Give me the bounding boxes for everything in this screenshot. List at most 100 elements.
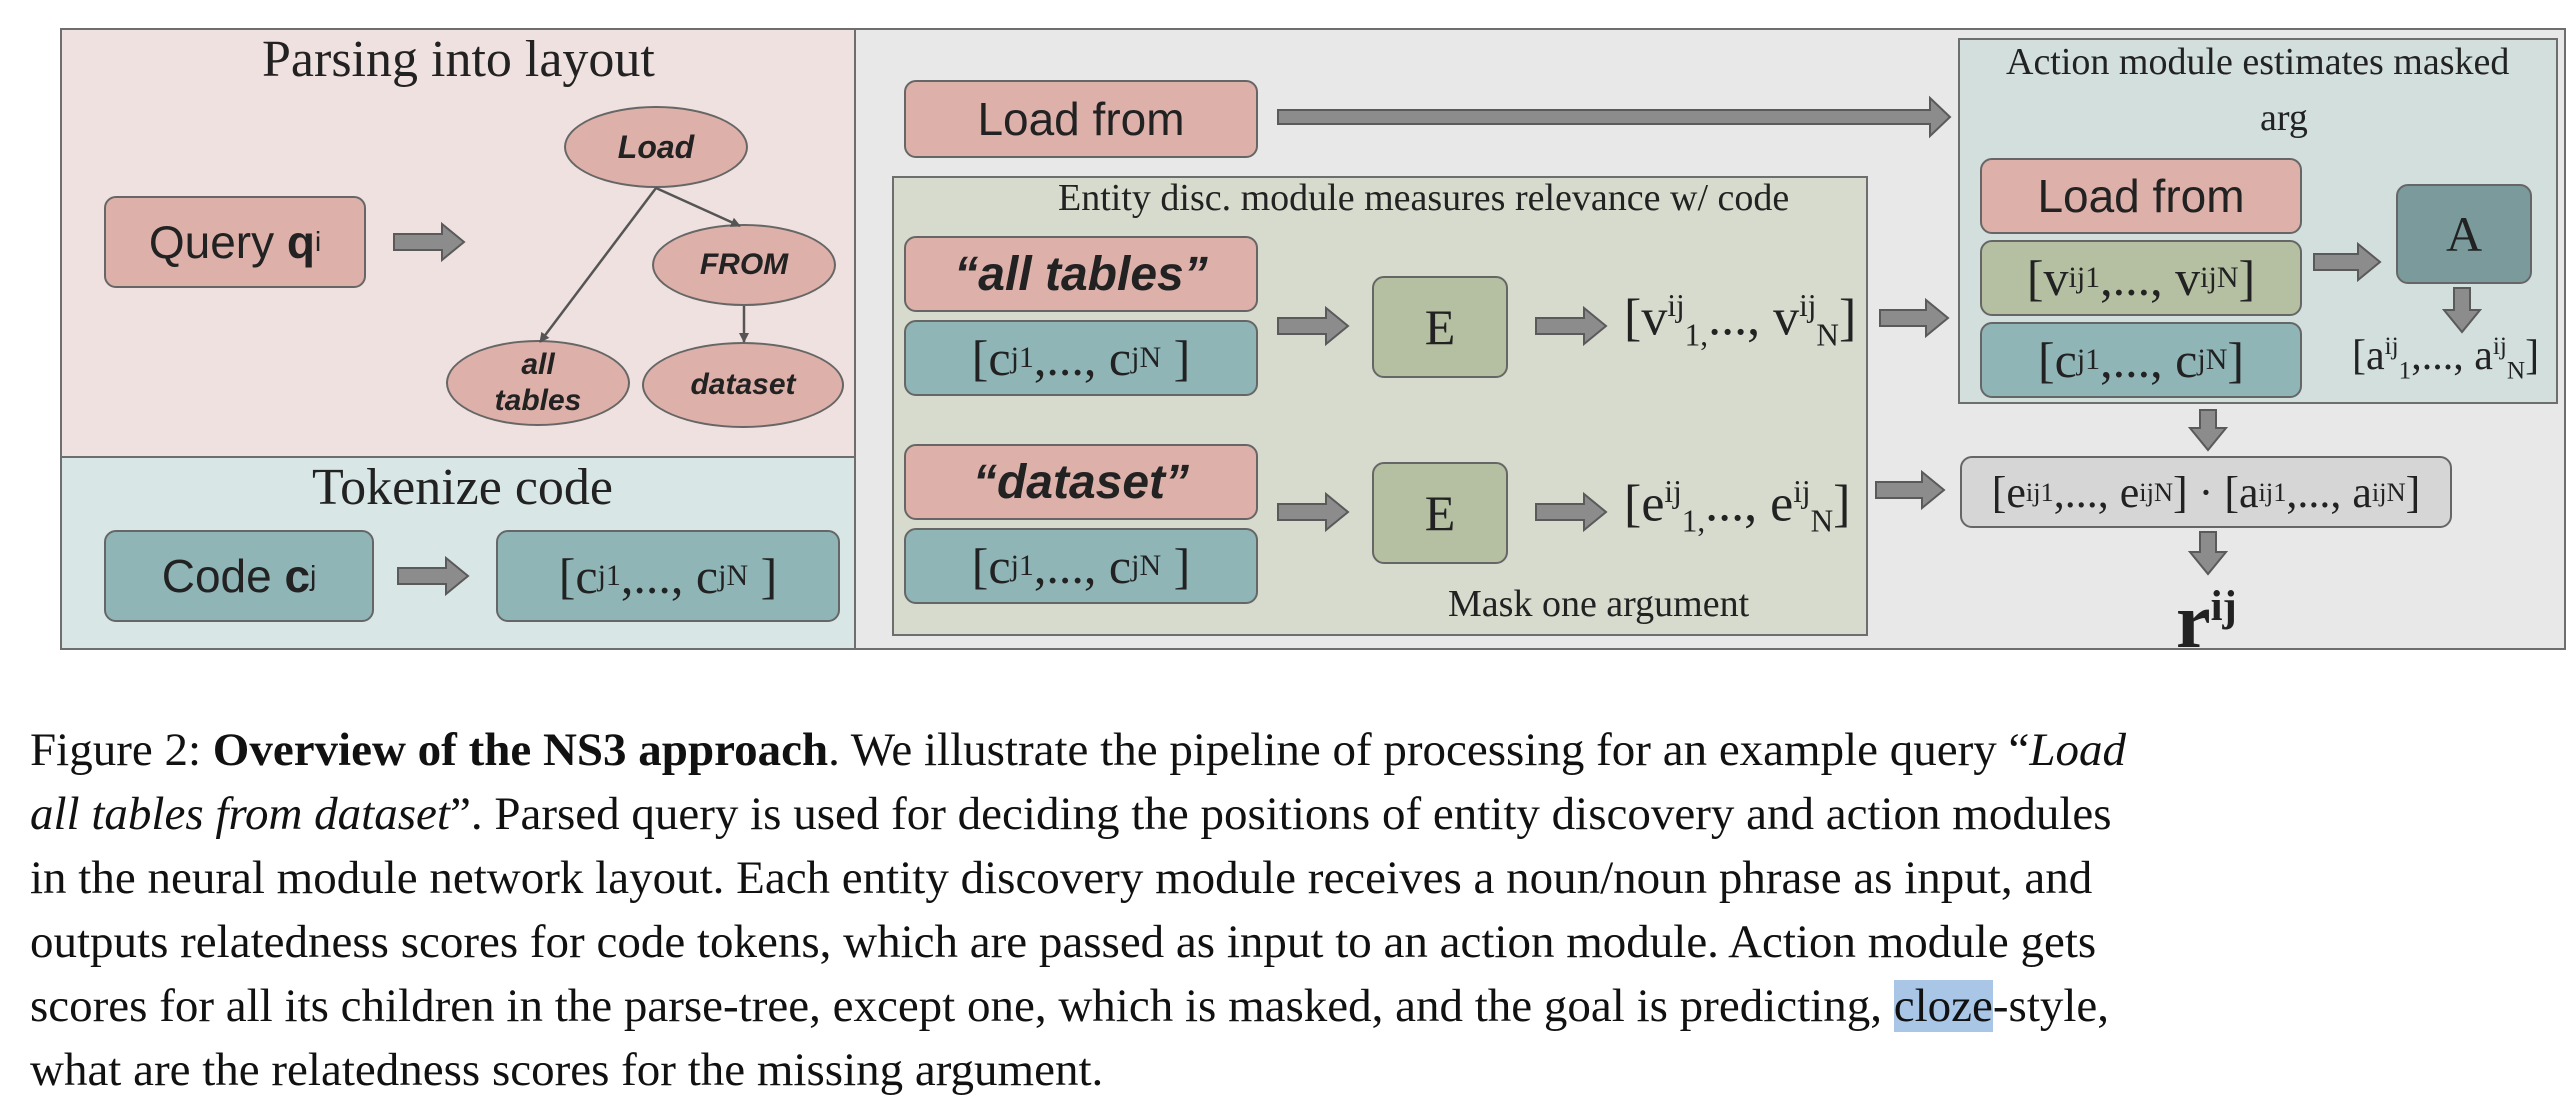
et-open: [c <box>971 330 1011 386</box>
et-sup1: j <box>1010 341 1019 374</box>
e-open: [e <box>1624 475 1665 533</box>
caption-line-5: scores for all its children in the parse… <box>30 974 2570 1038</box>
v-sup2: ij <box>1799 288 1817 323</box>
code-symbol: c <box>284 550 311 602</box>
v-sup1: ij <box>1667 288 1685 323</box>
tokens-sup2: j <box>718 559 727 592</box>
caption-line-6: what are the relatedness scores for the … <box>30 1044 1104 1096</box>
eb-mid: ,..., c <box>1033 538 1132 594</box>
code-prefix: Code <box>161 550 285 602</box>
action-title-line1: Action module estimates masked <box>2006 41 2510 83</box>
a-scores-output: [aij1,..., aijN] <box>2352 332 2539 385</box>
p-open: [e <box>1991 467 2026 517</box>
v-scores-output: [vij1,..., vijN] <box>1624 288 1856 354</box>
action-title-line2: arg <box>2260 97 2308 139</box>
caption-line1-rest: . We illustrate the pipeline of processi… <box>828 724 2030 776</box>
action-module-a: A <box>2396 184 2532 284</box>
entity-footer: Mask one argument <box>1448 583 1750 625</box>
tree-node-from: FROM <box>652 224 836 306</box>
phrase-all-tables: “all tables” <box>904 236 1258 312</box>
phrase-dataset: “dataset” <box>904 444 1258 520</box>
p-dot: ] · [a <box>2173 467 2259 517</box>
a-mid: ,..., a <box>2411 333 2493 379</box>
caption-label: Figure 2: <box>30 724 213 776</box>
v-close: ] <box>1838 289 1857 347</box>
tokens-mid: ,..., c <box>620 548 719 604</box>
entity-title: Entity disc. module measures relevance w… <box>1058 177 1790 219</box>
tokens-sub1: 1 <box>605 559 621 592</box>
caption-line2-italic: all tables from dataset <box>30 788 450 840</box>
r-base: r <box>2176 577 2211 664</box>
tree-node-all-tables: all tables <box>446 340 630 426</box>
e-scores-output: [eij1,..., eijN] <box>1624 474 1850 540</box>
eb-close: ] <box>1161 538 1191 594</box>
caption-line-3: in the neural module network layout. Eac… <box>30 852 2093 904</box>
av-sup1: ij <box>2068 261 2086 294</box>
v-sub2: N <box>1816 317 1839 353</box>
ac-sub1: 1 <box>2085 343 2101 376</box>
av-sup2: ij <box>2200 261 2217 294</box>
caption-line-2: all tables from dataset”. Parsed query i… <box>30 782 2570 846</box>
tokens-open: [c <box>558 548 598 604</box>
tree-node-all-tables-line2: tables <box>494 384 582 417</box>
ac-close: ] <box>2227 332 2245 388</box>
e-sup2: ij <box>1793 474 1811 509</box>
v-sub1: 1, <box>1684 317 1709 353</box>
av-close: ] <box>2238 250 2256 306</box>
e-close: ] <box>1833 475 1851 533</box>
ac-sup1: j <box>2076 343 2086 376</box>
action-v-box: [v ij 1,..., v ij N] <box>1980 240 2302 316</box>
figure-caption: Figure 2: Overview of the NS3 approach. … <box>30 718 2570 1102</box>
av-sub2: N <box>2216 261 2239 294</box>
a-sub2: N <box>2506 357 2526 385</box>
p-sub4: N <box>2386 476 2406 507</box>
tree-node-load: Load <box>564 106 748 188</box>
r-sup: ij <box>2210 583 2237 630</box>
e-sub1: 1, <box>1681 503 1706 539</box>
caption-line-1: Figure 2: Overview of the NS3 approach. … <box>30 718 2570 782</box>
action-c-box: [c j 1,..., c j N] <box>1980 322 2302 398</box>
caption-bold-title: Overview of the NS3 approach <box>212 724 829 776</box>
tree-node-all-tables-line1: all <box>521 348 555 381</box>
av-mid: ,..., v <box>2100 250 2201 306</box>
v-open: [v <box>1624 289 1668 347</box>
caption-selected-word: cloze <box>1893 980 1993 1032</box>
e-sup1: ij <box>1664 474 1682 509</box>
tokens-close: ] <box>748 548 778 604</box>
eb-sub2: N <box>1139 549 1162 582</box>
a-open: [a <box>2352 333 2385 379</box>
query-superscript: i <box>315 226 322 257</box>
parsing-title: Parsing into layout <box>262 31 655 88</box>
tokenize-title: Tokenize code <box>312 459 613 516</box>
action-load-from-box: Load from <box>1980 158 2302 234</box>
caption-line-4: outputs relatedness scores for code toke… <box>30 916 2097 968</box>
et-close: ] <box>1161 330 1191 386</box>
p-sub3: 1 <box>2273 476 2287 507</box>
et-mid: ,..., c <box>1033 330 1132 386</box>
caption-line5-after: -style, <box>1992 980 2110 1032</box>
caption-line2-rest: ”. Parsed query is used for deciding the… <box>449 788 2112 840</box>
et-sup2: j <box>1131 341 1140 374</box>
ac-sub2: N <box>2205 343 2228 376</box>
entity-module-bottom: E <box>1372 462 1508 564</box>
a-sup1: ij <box>2384 333 2399 360</box>
av-sub1: 1 <box>2085 261 2101 294</box>
av-open: [v <box>2026 250 2069 306</box>
caption-line1-italic: Load <box>2029 724 2127 776</box>
eb-sup2: j <box>1131 549 1140 582</box>
tokens-sub2: N <box>726 559 749 592</box>
load-from-box: Load from <box>904 80 1258 158</box>
p-mid2: ,..., a <box>2286 467 2372 517</box>
ac-mid: ,..., c <box>2100 332 2198 388</box>
eb-sup1: j <box>1010 549 1019 582</box>
tree-node-dataset: dataset <box>642 342 844 428</box>
eb-sub1: 1 <box>1018 549 1034 582</box>
p-sup2: ij <box>2139 476 2154 507</box>
entity-module-top: E <box>1372 276 1508 378</box>
et-sub2: N <box>1139 341 1162 374</box>
